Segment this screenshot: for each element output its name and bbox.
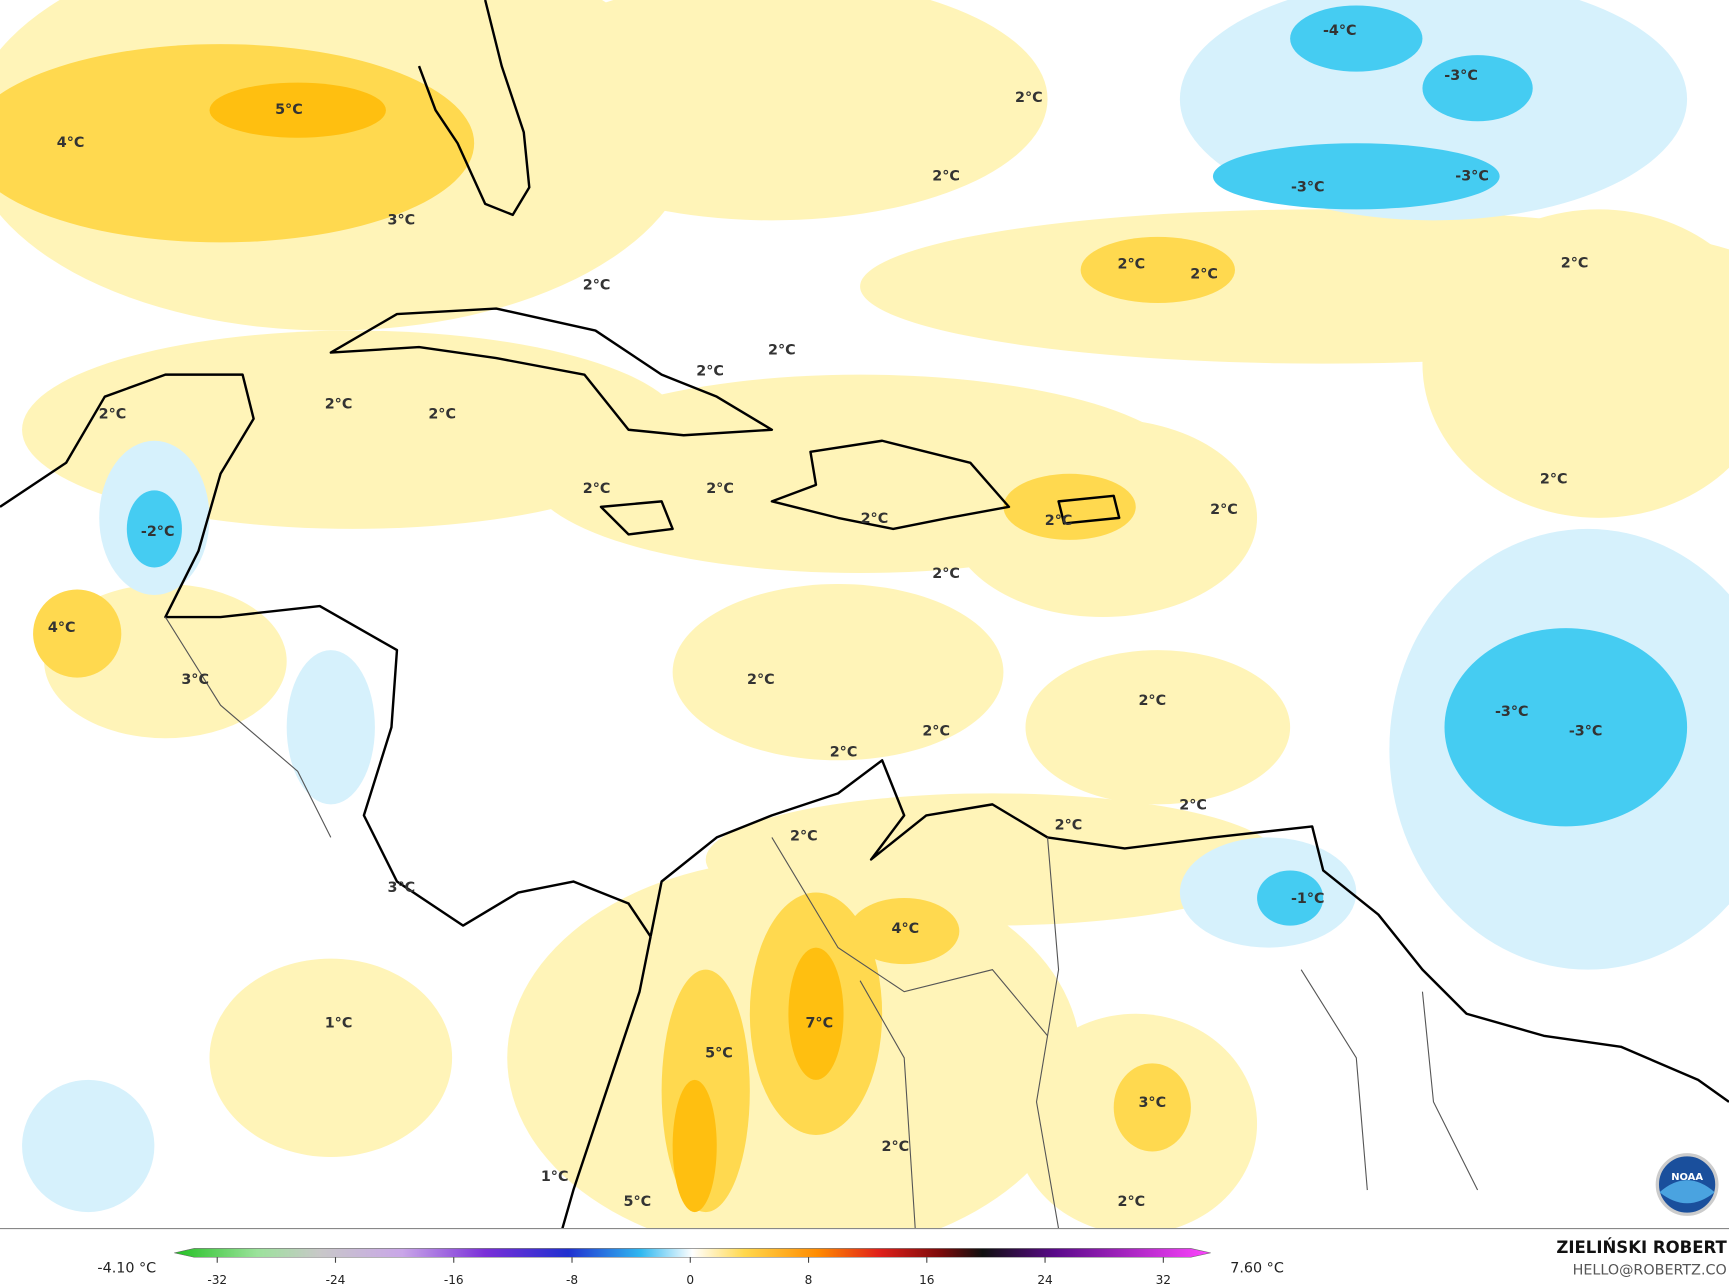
- contour-label: -3°C: [1444, 68, 1478, 84]
- contour-label: 3°C: [388, 212, 416, 228]
- contour-label: 2°C: [1045, 513, 1073, 529]
- credit-author: ZIELIŃSKI ROBERT: [1556, 1238, 1727, 1257]
- contour-label: 2°C: [1190, 266, 1218, 282]
- contour-label: 5°C: [624, 1194, 652, 1210]
- coastlines: [0, 0, 1729, 1229]
- contour-label: 2°C: [1118, 1194, 1146, 1210]
- colorbar-tick-label: 32: [1156, 1273, 1171, 1287]
- contour-label: -2°C: [141, 524, 175, 540]
- contour-label: 3°C: [1138, 1095, 1166, 1111]
- contour-label: 2°C: [882, 1139, 910, 1155]
- contour-label: 2°C: [583, 277, 611, 293]
- contour-label: 2°C: [932, 168, 960, 184]
- contour-label: 2°C: [706, 481, 734, 497]
- contour-label: 2°C: [932, 566, 960, 582]
- colorbar-max-label: 7.60 °C: [1230, 1260, 1284, 1276]
- contour-label: 2°C: [922, 724, 950, 740]
- colorbar-tick-label: 0: [686, 1273, 694, 1287]
- contour-label: 2°C: [428, 406, 456, 422]
- contour-label: -1°C: [1291, 891, 1325, 907]
- colorbar-tick-label: 8: [805, 1273, 813, 1287]
- contour-label: -4°C: [1323, 23, 1357, 39]
- contour-label: 3°C: [181, 672, 209, 688]
- colorbar: -4.10 °C 7.60 °C -32 -24 -16 -8 0 8 16 24 32: [97, 1248, 1284, 1287]
- contour-label: 2°C: [1210, 502, 1238, 518]
- colorbar-tick-label: -8: [566, 1273, 578, 1287]
- colorbar-tick-label: -16: [444, 1273, 464, 1287]
- contour-label: 2°C: [696, 363, 724, 379]
- contour-label: 2°C: [99, 406, 127, 422]
- contour-label: 1°C: [541, 1169, 569, 1185]
- contour-label: 2°C: [1118, 256, 1146, 272]
- contour-label: 4°C: [891, 921, 919, 937]
- contour-label: 2°C: [861, 511, 889, 527]
- borders: [164, 616, 1479, 1229]
- contour-label: 2°C: [1138, 693, 1166, 709]
- colorbar-min-label: -4.10 °C: [97, 1260, 156, 1276]
- contour-label: 7°C: [805, 1016, 833, 1032]
- contour-label: 2°C: [1015, 90, 1043, 106]
- logo-text: NOAA: [1671, 1172, 1703, 1183]
- contour-label: -3°C: [1569, 724, 1603, 740]
- colorbar-tick-label: -32: [207, 1273, 227, 1287]
- contour-label: 2°C: [325, 396, 353, 412]
- colorbar-tick-label: -24: [326, 1273, 346, 1287]
- contour-label: 4°C: [57, 135, 85, 151]
- contour-label: -3°C: [1495, 704, 1529, 720]
- contour-label: 5°C: [275, 102, 303, 118]
- anomaly-strong-warm: [209, 82, 844, 1213]
- anomaly-light-warm: [0, 0, 1729, 1229]
- contour-label: 4°C: [48, 620, 76, 636]
- contour-label: 3°C: [388, 880, 416, 896]
- contour-label: 2°C: [747, 672, 775, 688]
- colorbar-tick-label: 16: [919, 1273, 934, 1287]
- map-area: [0, 0, 1729, 1229]
- contour-label: -3°C: [1291, 179, 1325, 195]
- noaa-logo: NOAA: [1655, 1153, 1719, 1216]
- contour-label: 2°C: [583, 481, 611, 497]
- contour-label: 2°C: [1561, 255, 1589, 271]
- colorbar-gradient: [174, 1248, 1211, 1258]
- contour-label: 2°C: [1179, 797, 1207, 813]
- contour-label: 2°C: [1540, 471, 1568, 487]
- contour-label: -3°C: [1455, 168, 1489, 184]
- contour-label: 2°C: [1055, 817, 1083, 833]
- credit-contact: HELLO@ROBERTZ.CO: [1573, 1262, 1727, 1278]
- colorbar-tick-label: 24: [1037, 1273, 1053, 1287]
- contour-label: 2°C: [790, 828, 818, 844]
- contour-label: 5°C: [705, 1045, 733, 1061]
- contour-labels: -4°C -3°C 5°C 4°C 2°C -3°C -3°C 2°C 3°C 2°C 2°C 2°C…: [48, 23, 1603, 1210]
- contour-label: 2°C: [768, 342, 796, 358]
- anomaly-cool: [126, 5, 1688, 926]
- contour-label: 1°C: [325, 1016, 353, 1032]
- contour-label: 2°C: [830, 745, 858, 761]
